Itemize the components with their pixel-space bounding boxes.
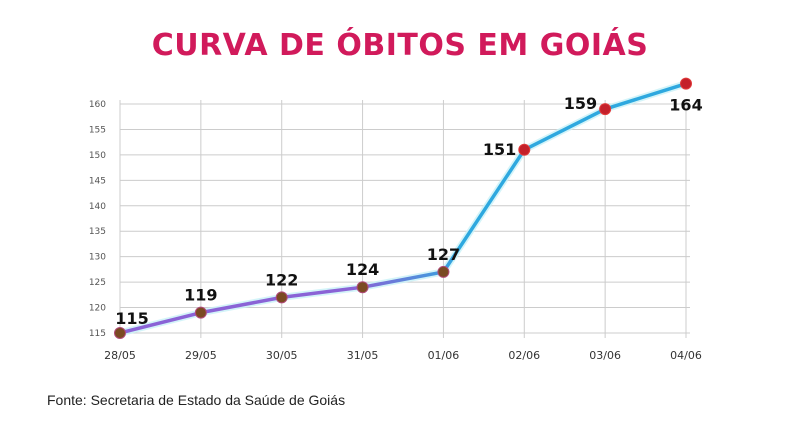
x-tick-label: 29/05 xyxy=(185,349,217,362)
data-point xyxy=(599,103,612,116)
y-tick-label: 130 xyxy=(89,253,106,263)
x-axis: 28/05 29/05 30/05 31/05 01/06 02/06 03/06 04/06 xyxy=(104,349,702,362)
data-label: 124 xyxy=(346,260,379,279)
data-point xyxy=(194,306,207,319)
y-tick-label: 125 xyxy=(89,278,106,288)
x-tick-label: 01/06 xyxy=(428,349,460,362)
y-tick-label: 135 xyxy=(89,227,106,237)
data-point xyxy=(114,327,126,339)
y-tick-label: 145 xyxy=(89,176,106,186)
y-axis: 115 120 125 130 135 140 145 150 155 160 xyxy=(89,100,106,339)
data-point xyxy=(518,143,531,156)
data-point xyxy=(680,77,692,90)
data-labels: 115 119 122 124 127 151 159 164 xyxy=(115,94,702,328)
data-label: 122 xyxy=(265,270,298,289)
x-tick-label: 03/06 xyxy=(589,349,621,362)
y-tick-label: 140 xyxy=(89,202,106,212)
y-tick-label: 115 xyxy=(89,329,106,339)
data-points xyxy=(114,77,692,339)
x-tick-label: 31/05 xyxy=(347,349,379,362)
y-tick-label: 160 xyxy=(89,100,106,110)
data-label: 119 xyxy=(184,286,217,305)
data-label: 159 xyxy=(564,94,597,113)
data-label: 151 xyxy=(483,140,516,159)
data-label: 164 xyxy=(669,96,702,115)
data-label: 115 xyxy=(115,309,148,328)
y-tick-label: 155 xyxy=(89,125,106,135)
x-tick-label: 30/05 xyxy=(266,349,298,362)
data-point xyxy=(356,281,369,294)
y-tick-label: 120 xyxy=(89,304,106,314)
y-tick-label: 150 xyxy=(89,151,106,161)
chart-title: CURVA DE ÓBITOS EM GOIÁS xyxy=(151,28,649,63)
data-point xyxy=(437,265,450,278)
data-point xyxy=(275,291,288,304)
data-label: 127 xyxy=(427,245,460,264)
series-line xyxy=(118,81,688,335)
series-line-layer xyxy=(116,80,690,337)
source-note: Fonte: Secretaria de Estado da Saúde de … xyxy=(47,392,346,408)
x-tick-label: 28/05 xyxy=(104,349,136,362)
x-tick-label: 02/06 xyxy=(508,349,540,362)
x-tick-label: 04/06 xyxy=(670,349,702,362)
